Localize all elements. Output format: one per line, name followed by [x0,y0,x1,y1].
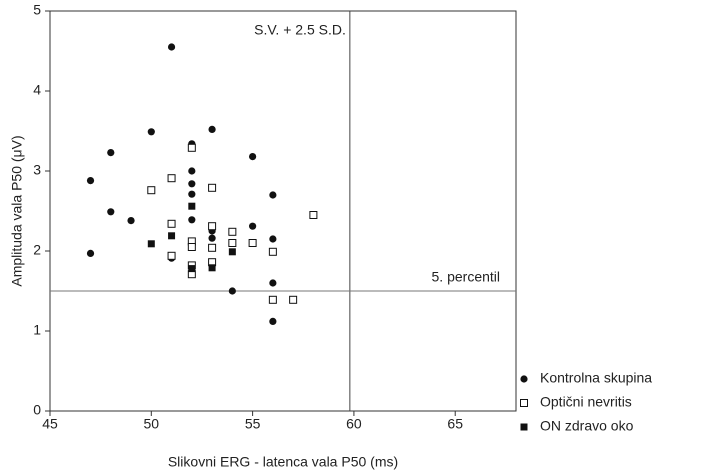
y-tick-label: 3 [33,162,41,178]
point [268,247,277,256]
y-axis-title: Amplituda vala P50 (μV) [9,135,25,286]
point [208,183,217,192]
reference-label: S.V. + 2.5 S.D. [254,22,346,38]
point [188,216,196,224]
x-tick-label: 60 [346,416,362,432]
y-tick-label: 2 [33,242,41,258]
point [269,191,277,199]
plot-frame [49,10,517,412]
point [289,295,298,304]
y-tick-label: 1 [33,322,41,338]
point [147,240,155,248]
point [188,190,196,198]
x-tick-label: 50 [144,416,160,432]
point [208,222,217,231]
point [208,264,216,272]
point [147,128,155,136]
point [188,265,196,273]
point [167,174,176,183]
point [269,235,277,243]
point [147,186,156,195]
x-tick-label: 45 [42,416,58,432]
point [167,219,176,228]
point [188,167,196,175]
legend-marker [520,423,528,431]
legend-marker [520,399,528,407]
point [249,222,257,230]
legend-label: ON zdravo oko [540,418,634,434]
legend-label: Optični nevritis [540,394,632,410]
y-tick-label: 4 [33,82,41,98]
point [228,248,236,256]
legend-label: Kontrolna skupina [540,370,652,386]
point [107,208,115,216]
point [188,180,196,188]
point [187,243,196,251]
x-tick-label: 65 [447,416,463,432]
point [208,125,216,133]
reference-label: 5. percentil [432,269,500,285]
point [167,43,176,51]
point [127,217,135,225]
point [228,239,237,247]
point [208,234,216,242]
y-tick-label: 5 [33,2,41,18]
point [309,211,318,219]
point [187,143,196,152]
point [269,279,277,287]
legend-marker [520,375,528,383]
point [249,153,257,161]
y-tick-label: 0 [33,402,41,418]
point [168,232,176,240]
point [208,243,217,252]
point [269,317,277,325]
point [248,239,257,247]
point [107,149,115,157]
point [228,287,236,295]
point [86,177,95,185]
x-tick-label: 55 [245,416,261,432]
point [167,251,176,260]
x-axis-title: Slikovni ERG - latenca vala P50 (ms) [168,454,398,470]
point [228,227,237,236]
point [268,295,277,304]
point [188,202,196,210]
point [86,249,95,257]
